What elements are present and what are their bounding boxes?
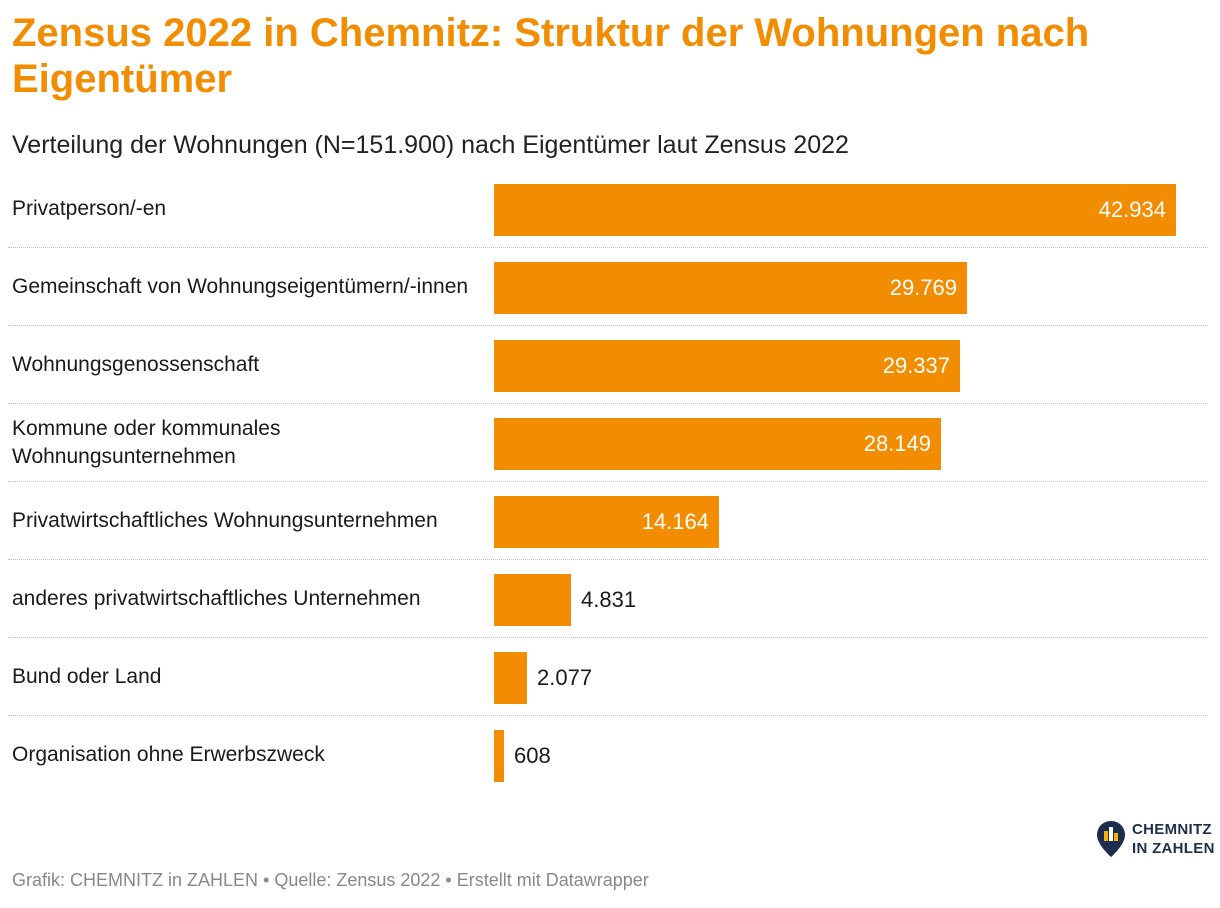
value-label: 29.337 — [882, 353, 950, 378]
bar — [494, 730, 504, 782]
value-label: 2.077 — [537, 665, 593, 690]
bar-row: Privatperson/-en 42.934 — [0, 170, 1220, 248]
chart-title: Zensus 2022 in Chemnitz: Struktur der Wo… — [12, 11, 1090, 101]
bar — [494, 418, 941, 470]
row-separator — [8, 637, 1208, 638]
value-label: 14.164 — [641, 509, 709, 534]
row-separator — [8, 481, 1208, 482]
row-separator — [8, 247, 1208, 248]
chemnitz-in-zahlen-logo: CHEMNITZ IN ZAHLEN — [1096, 820, 1214, 864]
bar-row: Gemeinschaft von Wohnungseigentümern/-in… — [0, 248, 1220, 326]
logo-text-line1: CHEMNITZ — [1132, 821, 1212, 838]
row-separator — [8, 403, 1208, 404]
category-label: Gemeinschaft von Wohnungseigentümern/-in… — [12, 275, 469, 298]
map-pin-logo-icon — [1097, 821, 1125, 857]
bar — [494, 340, 960, 392]
category-label: anderes privatwirtschaftliches Unternehm… — [12, 587, 421, 610]
bar-row: Bund oder Land 2.077 — [0, 638, 1220, 716]
value-label: 29.769 — [889, 275, 957, 300]
category-label: Privatperson/-en — [12, 197, 167, 220]
category-label: Privatwirtschaftliches Wohnungsunternehm… — [12, 509, 438, 532]
bar-row: Wohnungsgenossenschaft 29.337 — [0, 326, 1220, 404]
value-label: 608 — [514, 743, 551, 768]
bar — [494, 262, 967, 314]
bar — [494, 496, 719, 548]
bar — [494, 574, 571, 626]
logo-text-line2: IN ZAHLEN — [1132, 840, 1215, 857]
bar-row: anderes privatwirtschaftliches Unternehm… — [0, 560, 1220, 638]
category-label: Organisation ohne Erwerbszweck — [12, 743, 325, 766]
bar-chart: Privatperson/-en 42.934 Gemeinschaft von W… — [0, 170, 1220, 790]
bar-row: Kommune oder kommunales Wohnungsunterneh… — [0, 404, 1220, 482]
row-separator — [8, 559, 1208, 560]
row-separator — [8, 325, 1208, 326]
value-label: 42.934 — [1098, 197, 1166, 222]
chart-subtitle: Verteilung der Wohnungen (N=151.900) nac… — [12, 131, 849, 159]
category-label: Bund oder Land — [12, 665, 162, 688]
category-label: Kommune oder kommunales Wohnungsunterneh… — [12, 417, 281, 468]
category-label: Wohnungsgenossenschaft — [12, 353, 260, 376]
bar-row: Organisation ohne Erwerbszweck 608 — [0, 716, 1220, 794]
value-label: 28.149 — [863, 431, 931, 456]
bar — [494, 652, 527, 704]
source-footer: Grafik: CHEMNITZ in ZAHLEN • Quelle: Zen… — [12, 870, 649, 890]
value-label: 4.831 — [581, 587, 637, 612]
bar-row: Privatwirtschaftliches Wohnungsunternehm… — [0, 482, 1220, 560]
row-separator — [8, 715, 1208, 716]
bar — [494, 184, 1176, 236]
